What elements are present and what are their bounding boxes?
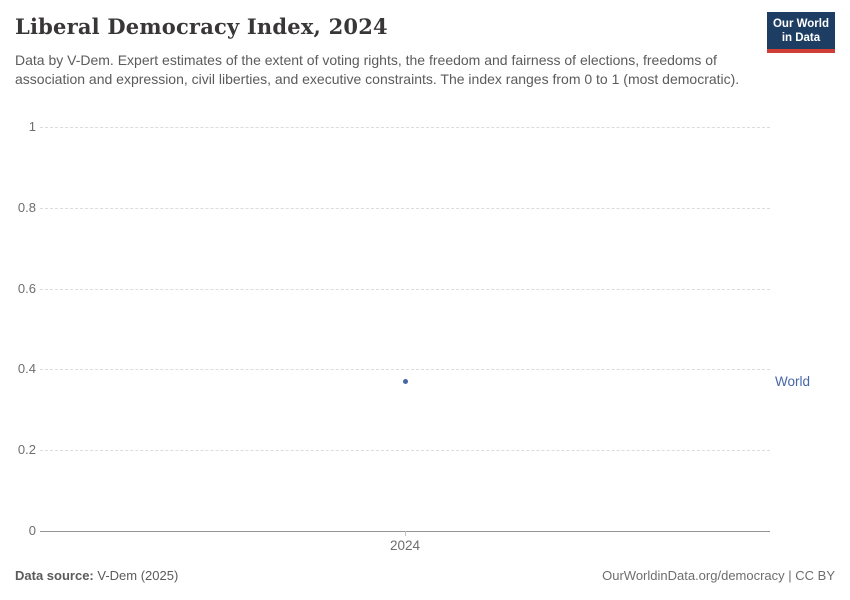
credit-link[interactable]: OurWorldinData.org/democracy | CC BY	[602, 568, 835, 583]
owid-logo[interactable]: Our World in Data	[766, 12, 835, 53]
gridline	[40, 207, 770, 209]
chart-footer: Data source: V-Dem (2025) OurWorldinData…	[15, 568, 835, 583]
x-tick-label: 2024	[389, 538, 421, 553]
y-tick-label: 0.4	[17, 361, 36, 377]
y-tick-label: 0	[28, 523, 36, 538]
gridline	[40, 127, 770, 128]
y-tick-label: 0.2	[17, 442, 36, 458]
x-tick-mark	[405, 531, 406, 536]
y-tick-label: 0.8	[17, 199, 36, 215]
y-tick-label: 1	[28, 119, 36, 134]
chart-subtitle: Data by V-Dem. Expert estimates of the e…	[15, 52, 740, 87]
data-source-note: Data source: V-Dem (2025)	[15, 568, 178, 583]
gridline	[40, 369, 770, 371]
owid-logo-line2: in Data	[781, 32, 821, 44]
owid-logo-line1: Our World	[772, 18, 829, 30]
gridline	[40, 450, 770, 452]
data-source-value: V-Dem (2025)	[97, 568, 179, 583]
chart-title: Liberal Democracy Index, 2024	[15, 14, 388, 39]
gridline	[40, 288, 770, 290]
data-source-label: Data source:	[15, 568, 94, 583]
series-label-world[interactable]: World	[775, 373, 811, 389]
data-point-world[interactable]	[402, 379, 408, 385]
y-tick-label: 0.6	[17, 280, 36, 296]
